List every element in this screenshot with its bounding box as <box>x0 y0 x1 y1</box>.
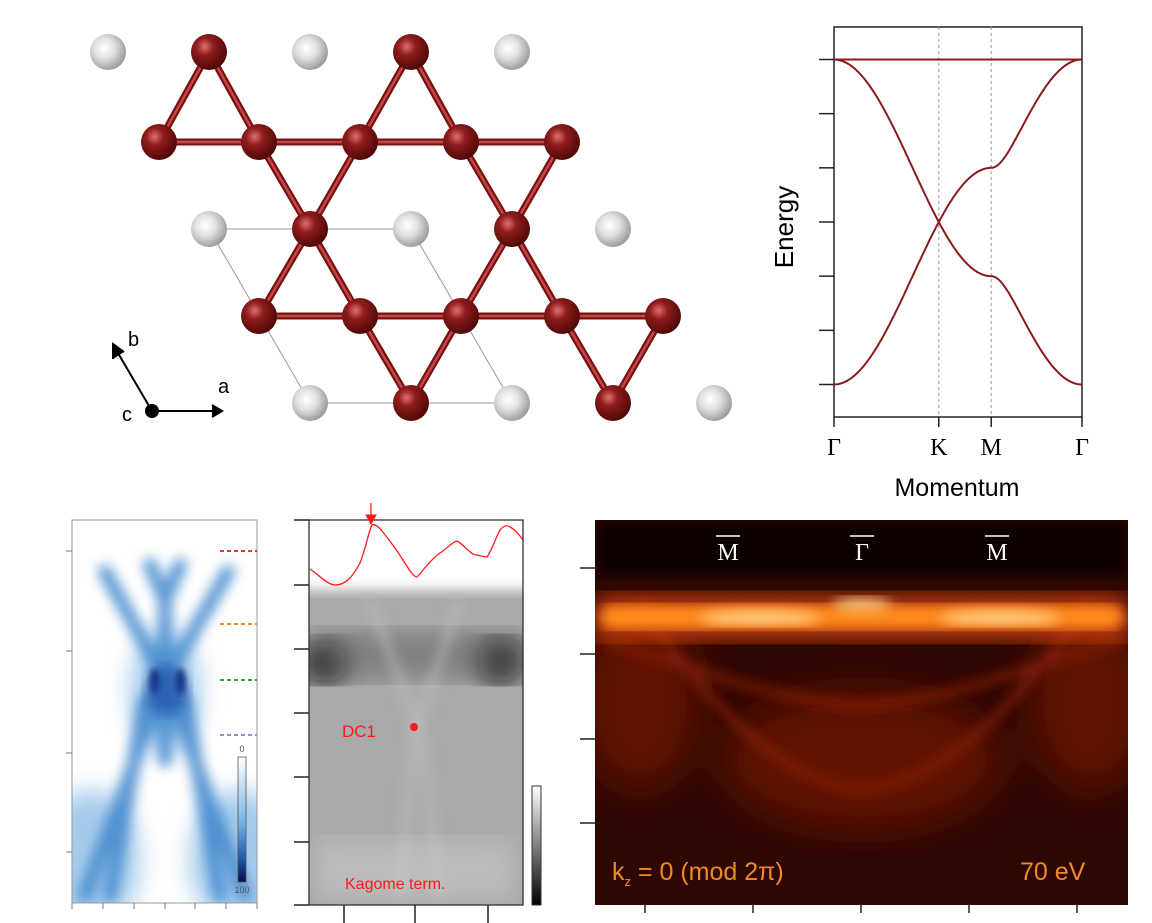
termination-label: Kagome term. <box>345 876 445 893</box>
kagome-atom <box>191 34 227 70</box>
kagome-lattice: a b c <box>90 34 732 426</box>
non-kagome-atom <box>292 34 328 70</box>
peak-arrow-icon <box>365 503 377 526</box>
k-label-gamma: Γ <box>855 540 869 566</box>
b-axis-arrow <box>114 347 153 412</box>
kagome-atom <box>595 385 631 421</box>
x-axis-label: Momentum <box>894 474 1019 502</box>
plot-frame <box>833 26 1083 418</box>
kagome-atom <box>342 298 378 334</box>
edc-intensity-curve <box>309 523 523 586</box>
non-kagome-atom <box>90 34 126 70</box>
y-axis-label: Energy <box>769 186 799 268</box>
non-kagome-atom <box>595 211 631 247</box>
symmetry-lines <box>938 27 992 417</box>
kagome-atom <box>645 298 681 334</box>
lower-band <box>833 219 1082 386</box>
upper-band <box>833 58 1082 225</box>
kagome-atom <box>393 385 429 421</box>
kagome-atom <box>544 298 580 334</box>
axis-label-b: b <box>128 329 139 351</box>
kagome-atom <box>544 124 580 160</box>
dc1-label: DC1 <box>342 722 376 741</box>
c-axis-dot <box>145 404 159 418</box>
atoms <box>90 34 732 421</box>
colorbar-gray <box>531 785 542 906</box>
axes-indicator <box>112 342 224 418</box>
photon-energy-label: 70 eV <box>1020 858 1086 886</box>
kagome-atom <box>292 211 328 247</box>
non-kagome-atom <box>393 211 429 247</box>
colorbar-max-label: 100 <box>234 885 249 895</box>
k-label-m-right: M <box>986 540 1007 566</box>
kagome-atom <box>494 211 530 247</box>
y-ticks <box>819 58 834 386</box>
non-kagome-atom <box>696 385 732 421</box>
x-tick-label: K <box>930 435 948 461</box>
non-kagome-atom <box>191 211 227 247</box>
axis-label-a: a <box>218 376 230 398</box>
arpes-right-panel: M Γ M kz = 0 (mod 2π) 70 eV <box>580 520 1128 913</box>
non-kagome-atom <box>292 385 328 421</box>
arpes-middle-panel: DC1 Kagome term. <box>294 503 542 923</box>
kagome-atom <box>443 124 479 160</box>
x-tick-label: Γ <box>827 435 841 461</box>
kz-label: kz = 0 (mod 2π) <box>612 858 784 889</box>
axis-label-c: c <box>122 404 132 426</box>
kagome-atom <box>241 298 277 334</box>
cut-lines <box>220 550 257 736</box>
kagome-atom <box>342 124 378 160</box>
colorbar-blue <box>237 756 247 883</box>
x-tick-label: Γ <box>1075 435 1089 461</box>
kagome-atom <box>241 124 277 160</box>
arpes-left-panel: 0 100 <box>66 519 258 909</box>
kagome-atom <box>443 298 479 334</box>
band-structure-chart: Γ K M Γ Energy Momentum <box>769 26 1089 502</box>
non-kagome-atom <box>494 34 530 70</box>
bands <box>833 58 1082 386</box>
dc1-point <box>410 723 418 731</box>
x-tick-label: M <box>981 435 1002 461</box>
kagome-atom <box>393 34 429 70</box>
k-label-m-left: M <box>717 540 738 566</box>
colorbar-min-label: 0 <box>239 744 244 754</box>
kagome-atom <box>141 124 177 160</box>
non-kagome-atom <box>494 385 530 421</box>
